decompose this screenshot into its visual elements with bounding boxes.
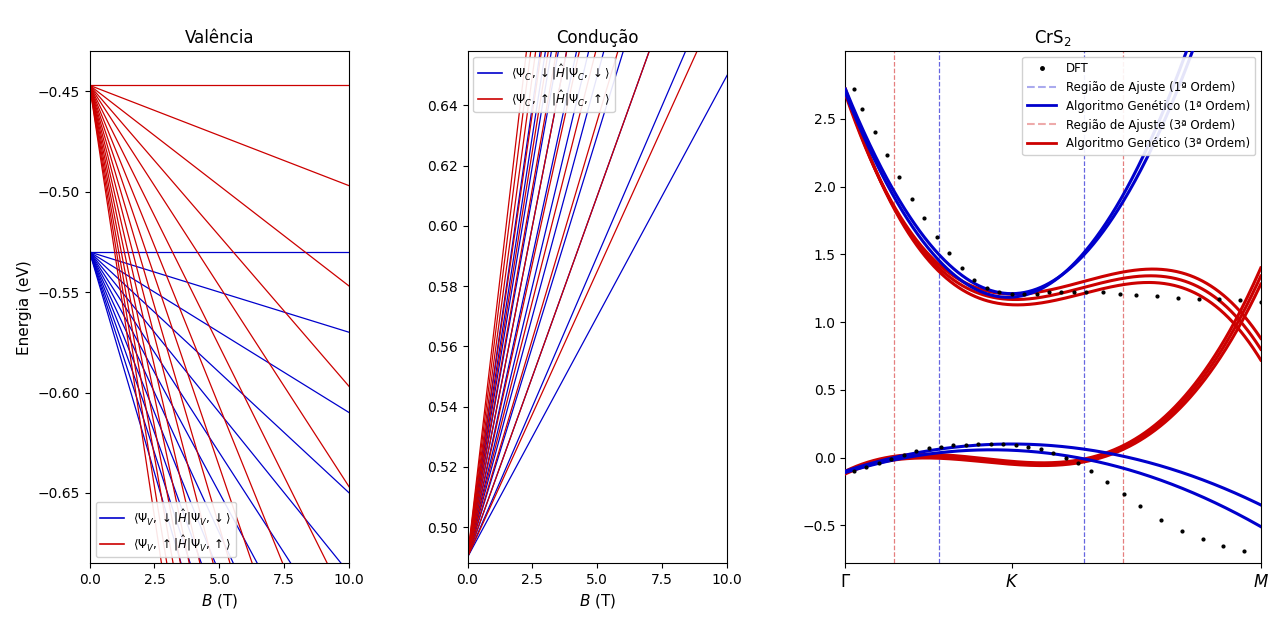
DFT: [916, 214, 932, 221]
Legend: DFT, Região de Ajuste (1ª Ordem), Algoritmo Genético (1ª Ordem), Região de Ajust: DFT, Região de Ajuste (1ª Ordem), Algori…: [1023, 57, 1254, 155]
DFT: [942, 249, 957, 257]
DFT: [1149, 292, 1165, 300]
DFT: [979, 284, 995, 292]
DFT: [1112, 290, 1128, 298]
Y-axis label: Energia (eV): Energia (eV): [17, 260, 32, 355]
Title: Valência: Valência: [184, 29, 255, 47]
DFT: [846, 85, 861, 93]
DFT: [1190, 295, 1206, 303]
Title: CrS$_2$: CrS$_2$: [1034, 28, 1071, 48]
DFT: [1029, 290, 1044, 298]
DFT: [1053, 289, 1069, 296]
DFT: [1004, 290, 1019, 298]
DFT: [1016, 290, 1032, 298]
DFT: [929, 233, 945, 241]
DFT: [867, 129, 882, 136]
DFT: [1233, 296, 1248, 304]
Legend: $\langle\Psi_{V},\downarrow|\hat{H}|\Psi_{V},\downarrow\rangle$, $\langle\Psi_{V: $\langle\Psi_{V},\downarrow|\hat{H}|\Psi…: [96, 502, 237, 557]
DFT: [855, 106, 870, 113]
X-axis label: $B$ (T): $B$ (T): [579, 593, 616, 611]
DFT: [1066, 289, 1082, 296]
DFT: [992, 289, 1007, 296]
DFT: [879, 152, 895, 159]
DFT: [892, 173, 908, 181]
DFT: [1079, 289, 1094, 296]
Legend: $\langle\Psi_{C},\downarrow|\hat{H}|\Psi_{C},\downarrow\rangle$, $\langle\Psi_{C: $\langle\Psi_{C},\downarrow|\hat{H}|\Psi…: [474, 57, 614, 113]
Line: DFT: DFT: [851, 86, 1263, 305]
DFT: [966, 276, 982, 284]
X-axis label: $B$ (T): $B$ (T): [201, 593, 238, 611]
DFT: [1212, 295, 1228, 303]
DFT: [1253, 298, 1268, 306]
DFT: [1096, 289, 1111, 296]
DFT: [1042, 289, 1057, 296]
Title: Condução: Condução: [556, 29, 639, 47]
DFT: [1170, 294, 1185, 301]
DFT: [954, 264, 969, 272]
DFT: [904, 195, 919, 203]
DFT: [1129, 291, 1144, 299]
